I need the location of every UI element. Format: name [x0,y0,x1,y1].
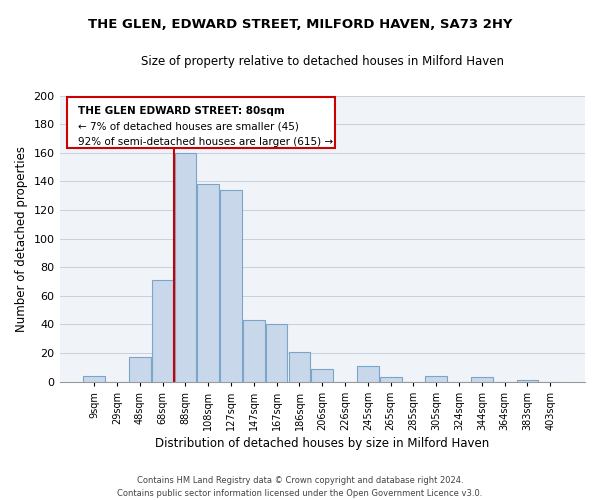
Bar [197,184,219,382]
Text: Contains HM Land Registry data © Crown copyright and database right 2024.
Contai: Contains HM Land Registry data © Crown c… [118,476,482,498]
Bar [289,352,310,382]
FancyBboxPatch shape [67,97,335,148]
Bar [380,378,401,382]
Bar [243,320,265,382]
Bar [311,369,333,382]
Bar [517,380,538,382]
Y-axis label: Number of detached properties: Number of detached properties [15,146,28,332]
Bar [266,324,287,382]
Bar [357,366,379,382]
Text: 92% of semi-detached houses are larger (615) →: 92% of semi-detached houses are larger (… [78,137,333,147]
X-axis label: Distribution of detached houses by size in Milford Haven: Distribution of detached houses by size … [155,437,490,450]
Bar [175,153,196,382]
Text: ← 7% of detached houses are smaller (45): ← 7% of detached houses are smaller (45) [78,122,299,132]
Text: THE GLEN, EDWARD STREET, MILFORD HAVEN, SA73 2HY: THE GLEN, EDWARD STREET, MILFORD HAVEN, … [88,18,512,30]
Bar [152,280,173,382]
Bar [83,376,105,382]
Bar [129,358,151,382]
Bar [220,190,242,382]
Bar [471,378,493,382]
Text: THE GLEN EDWARD STREET: 80sqm: THE GLEN EDWARD STREET: 80sqm [78,106,284,116]
Bar [425,376,447,382]
Title: Size of property relative to detached houses in Milford Haven: Size of property relative to detached ho… [141,55,504,68]
